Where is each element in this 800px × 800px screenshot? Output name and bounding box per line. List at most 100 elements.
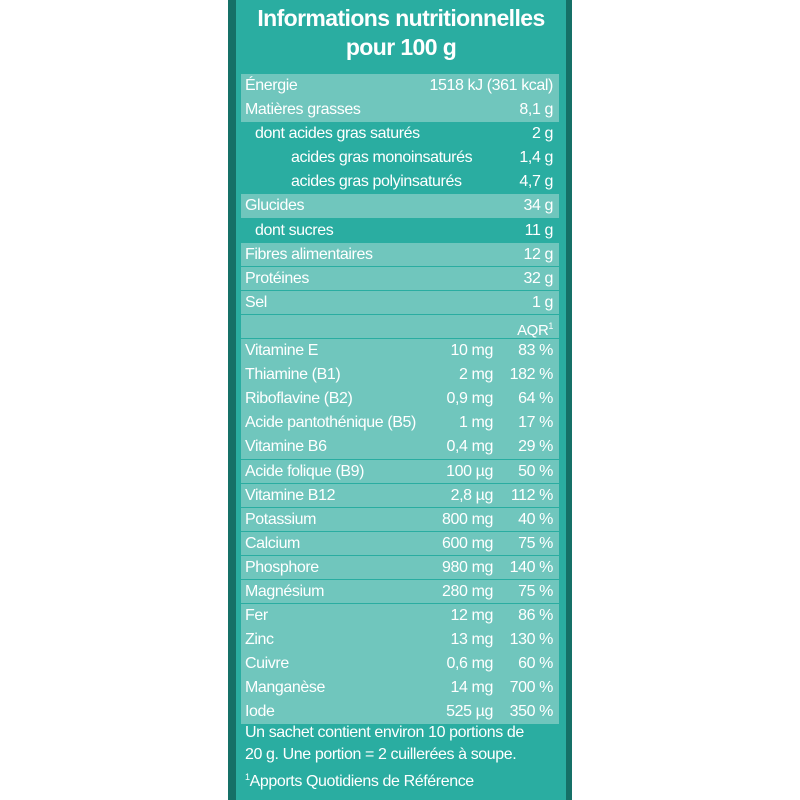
- energy-row: Énergie 1518 kJ (361 kcal): [241, 74, 559, 98]
- micronutrient-amount: 0,6 mg: [446, 655, 493, 673]
- micronutrient-amount: 600 mg: [442, 534, 493, 552]
- micronutrient-row: Cuivre 0,6 mg 60 %: [241, 652, 559, 676]
- micronutrient-label: Acide folique (B9): [245, 462, 365, 480]
- macro-label: Matières grasses: [245, 101, 361, 119]
- panel-title: Informations nutritionnelles pour 100 g: [236, 4, 566, 62]
- aqr-header-row: AQR1: [241, 314, 559, 339]
- micronutrient-amount: 12 mg: [450, 607, 494, 625]
- macro-value: 11 g: [524, 221, 554, 239]
- macro-label: Protéines: [245, 269, 309, 287]
- micronutrient-percent: 60 %: [518, 655, 553, 673]
- macro-label: acides gras monoinsaturés: [291, 149, 473, 167]
- micronutrient-row: Calcium 600 mg 75 %: [241, 531, 559, 556]
- micronutrient-percent: 130 %: [509, 631, 554, 649]
- micronutrient-row: Manganèse 14 mg 700 %: [241, 676, 559, 700]
- micronutrient-row: Zinc 13 mg 130 %: [241, 628, 559, 652]
- micronutrient-label: Fer: [245, 607, 268, 625]
- micronutrient-amount: 100 µg: [446, 462, 493, 480]
- macro-label: Sel: [245, 293, 267, 311]
- macro-label: Glucides: [245, 197, 305, 215]
- macro-value: 12 g: [523, 245, 553, 263]
- micronutrient-label: Potassium: [245, 510, 317, 528]
- micronutrient-row: Vitamine E 10 mg 83 %: [241, 339, 559, 363]
- micronutrient-label: Vitamine E: [245, 342, 319, 360]
- micronutrient-amount: 525 µg: [446, 703, 493, 721]
- macro-value: 8,1 g: [519, 101, 553, 119]
- micronutrient-label: Cuivre: [245, 655, 289, 673]
- micronutrient-label: Phosphore: [245, 558, 319, 576]
- micronutrient-percent: 83 %: [518, 342, 553, 360]
- nutrition-table: Énergie 1518 kJ (361 kcal) Matières gras…: [241, 74, 559, 725]
- macro-row: Protéines 32 g: [241, 266, 559, 291]
- energy-label: Énergie: [245, 77, 298, 94]
- macro-row: Matières grasses 8,1 g: [241, 98, 559, 122]
- micronutrient-percent: 17 %: [518, 414, 553, 432]
- micronutrient-percent: 140 %: [509, 558, 554, 576]
- panel-edge-left: [228, 0, 238, 800]
- micronutrient-amount: 2,8 µg: [450, 486, 494, 504]
- macro-value: 32 g: [523, 269, 553, 287]
- micronutrient-label: Magnésium: [245, 582, 325, 600]
- aqr-header-text: AQR: [517, 321, 549, 339]
- micronutrient-label: Acide pantothénique (B5): [245, 414, 416, 432]
- macro-label: Fibres alimentaires: [245, 245, 373, 263]
- macro-value: 1,4 g: [519, 149, 553, 167]
- micronutrient-percent: 64 %: [518, 390, 553, 408]
- micronutrient-amount: 2 mg: [459, 366, 493, 384]
- micronutrient-row: Fer 12 mg 86 %: [241, 604, 559, 628]
- micronutrient-amount: 0,9 mg: [446, 390, 493, 408]
- micronutrient-amount: 14 mg: [450, 679, 494, 697]
- energy-value: 1518 kJ (361 kcal): [429, 77, 553, 94]
- micronutrient-label: Vitamine B6: [245, 438, 327, 456]
- title-line-1: Informations nutritionnelles: [257, 5, 545, 31]
- micronutrient-row: Acide folique (B9) 100 µg 50 %: [241, 459, 559, 483]
- aqr-footnote-mark: 1: [548, 320, 553, 331]
- micronutrient-row: Thiamine (B1) 2 mg 182 %: [241, 363, 559, 387]
- macro-value: 1 g: [531, 293, 553, 311]
- macro-row: dont sucres 11 g: [241, 219, 559, 243]
- macro-row: dont acides gras saturés 2 g: [241, 122, 559, 146]
- micronutrient-percent: 112 %: [510, 486, 554, 504]
- footer-line-1: Un sachet contient environ 10 portions d…: [245, 724, 524, 741]
- micronutrient-row: Phosphore 980 mg 140 %: [241, 555, 559, 580]
- micronutrient-amount: 800 mg: [442, 510, 493, 528]
- macro-value: 4,7 g: [519, 173, 553, 191]
- micronutrient-row: Potassium 800 mg 40 %: [241, 507, 559, 532]
- nutrition-panel: Informations nutritionnelles pour 100 g …: [236, 0, 566, 800]
- micronutrient-label: Vitamine B12: [245, 486, 336, 504]
- macro-row: Sel 1 g: [241, 290, 559, 315]
- micronutrient-percent: 40 %: [518, 510, 553, 528]
- footnote-mark: 1: [245, 772, 250, 782]
- micronutrient-label: Zinc: [245, 631, 274, 649]
- micronutrient-percent: 700 %: [509, 679, 554, 697]
- footer-notes: Un sachet contient environ 10 portions d…: [245, 722, 563, 793]
- macro-row: acides gras polyinsaturés 4,7 g: [241, 170, 559, 194]
- micronutrient-row: Magnésium 280 mg 75 %: [241, 579, 559, 604]
- micronutrient-percent: 29 %: [518, 438, 553, 456]
- footnote: 1Apports Quotidiens de Référence: [245, 766, 563, 793]
- micronutrient-amount: 10 mg: [450, 342, 494, 360]
- micronutrient-amount: 280 mg: [442, 582, 493, 600]
- micronutrient-percent: 350 %: [509, 703, 554, 721]
- micronutrient-row: Vitamine B12 2,8 µg 112 %: [241, 483, 559, 508]
- micronutrient-percent: 86 %: [518, 607, 553, 625]
- macro-row: acides gras monoinsaturés 1,4 g: [241, 146, 559, 170]
- macro-row: Fibres alimentaires 12 g: [241, 242, 559, 267]
- footnote-text: Apports Quotidiens de Référence: [249, 773, 475, 790]
- micronutrient-amount: 1 mg: [459, 414, 493, 432]
- micronutrient-percent: 75 %: [518, 582, 553, 600]
- micronutrient-label: Calcium: [245, 534, 300, 552]
- macro-label: dont sucres: [255, 221, 334, 239]
- micronutrient-row: Riboflavine (B2) 0,9 mg 64 %: [241, 387, 559, 411]
- micronutrient-label: Riboflavine (B2): [245, 390, 353, 408]
- micronutrient-label: Manganèse: [245, 679, 326, 697]
- micronutrient-label: Thiamine (B1): [245, 366, 341, 384]
- micronutrient-row: Iode 525 µg 350 %: [241, 700, 559, 724]
- micronutrient-label: Iode: [245, 703, 275, 721]
- micronutrient-percent: 50 %: [518, 462, 553, 480]
- macro-value: 34 g: [523, 197, 553, 215]
- micronutrient-amount: 0,4 mg: [446, 438, 493, 456]
- title-line-2: pour 100 g: [345, 34, 457, 60]
- footer-line-2: 20 g. Une portion = 2 cuillerées à soupe…: [245, 746, 517, 763]
- micronutrient-amount: 13 mg: [450, 631, 494, 649]
